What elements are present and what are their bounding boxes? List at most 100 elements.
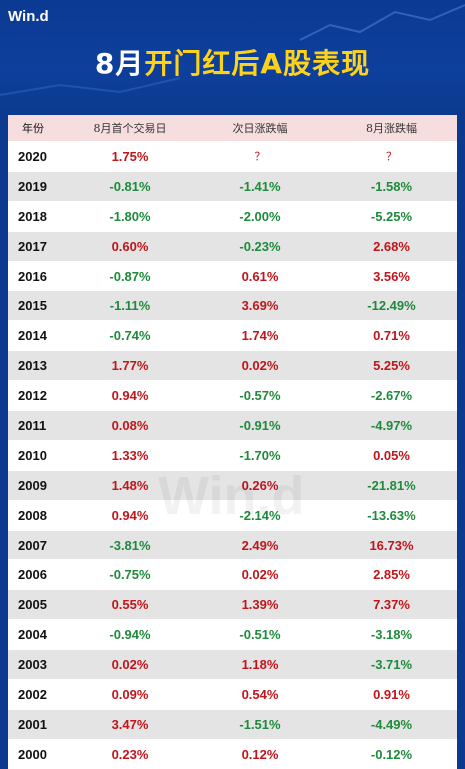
cell-year: 2000 — [18, 746, 47, 762]
cell-next-day: 0.02% — [241, 567, 279, 583]
cell-next-day: -1.51% — [239, 716, 281, 732]
table-row: 2013 1.77% 0.02% 5.25% — [8, 350, 457, 381]
cell-year: 2004 — [18, 627, 47, 643]
cell-august: ？ — [386, 150, 397, 164]
cell-next-day: 1.74% — [241, 328, 279, 344]
cell-first-day: -0.75% — [109, 567, 151, 583]
cell-august: 0.71% — [373, 328, 410, 344]
cell-first-day: 0.02% — [111, 657, 149, 673]
cell-august: -13.63% — [367, 507, 416, 523]
cell-august: -21.81% — [367, 477, 416, 493]
cell-first-day: -0.87% — [109, 268, 151, 284]
cell-next-day: -0.57% — [239, 388, 281, 404]
table-row: 2006 -0.75% 0.02% 2.85% — [8, 559, 457, 590]
cell-first-day: 0.55% — [111, 597, 149, 613]
cell-august: 7.37% — [373, 597, 410, 613]
table-row: 2014 -0.74% 1.74% 0.71% — [8, 320, 457, 351]
cell-august: 16.73% — [369, 537, 414, 553]
cell-next-day: -0.51% — [239, 627, 281, 643]
cell-august: -4.97% — [370, 417, 413, 433]
column-header-next-day: 次日涨跌幅 — [232, 122, 288, 135]
cell-next-day: 3.69% — [241, 298, 279, 314]
cell-year: 2011 — [18, 417, 47, 433]
cell-august: -1.58% — [370, 178, 413, 194]
title-prefix: 8月 — [94, 47, 145, 80]
cell-first-day: 0.60% — [111, 238, 149, 254]
cell-next-day: -0.23% — [239, 238, 281, 254]
column-header-first-day: 8月首个交易日 — [93, 122, 167, 135]
cell-august: 2.85% — [373, 567, 410, 583]
cell-first-day: 0.94% — [111, 507, 149, 523]
cell-year: 2019 — [18, 178, 47, 194]
table-row: 2007 -3.81% 2.49% 16.73% — [8, 529, 457, 560]
cell-august: 3.56% — [373, 268, 410, 284]
cell-year: 2014 — [18, 328, 47, 344]
cell-next-day: ？ — [254, 150, 266, 164]
table-row: 2017 0.60% -0.23% 2.68% — [8, 230, 457, 261]
cell-first-day: -0.94% — [109, 627, 151, 643]
cell-year: 2018 — [18, 208, 47, 224]
table-row: 2012 0.94% -0.57% -2.67% — [8, 380, 457, 411]
cell-year: 2002 — [18, 686, 47, 702]
table-row: 2010 1.33% -1.70% 0.05% — [8, 439, 457, 470]
cell-year: 2017 — [18, 238, 47, 254]
table-row: 2003 0.02% 1.18% -3.71% — [8, 649, 457, 680]
table-row: 2000 0.23% 0.12% -0.12% — [8, 738, 457, 769]
cell-first-day: 1.48% — [111, 477, 149, 493]
cell-next-day: 0.61% — [241, 268, 279, 284]
table-row: 2016 -0.87% 0.61% 3.56% — [8, 260, 457, 291]
cell-year: 2008 — [18, 507, 47, 523]
table-row: 2020 1.75% ？ ？ — [8, 141, 457, 171]
cell-first-day: 1.33% — [111, 447, 149, 463]
header-background — [0, 0, 465, 115]
cell-next-day: 0.54% — [241, 686, 279, 702]
cell-august: -4.49% — [370, 716, 413, 732]
cell-august: 0.05% — [373, 447, 410, 463]
cell-first-day: 3.47% — [111, 716, 149, 732]
cell-august: -12.49% — [367, 298, 416, 314]
decorative-lines-graphic — [0, 4, 465, 96]
cell-year: 2005 — [18, 597, 47, 613]
cell-first-day: 0.09% — [111, 686, 149, 702]
cell-first-day: 1.75% — [111, 148, 149, 164]
cell-next-day: 0.02% — [241, 358, 279, 374]
cell-first-day: 1.77% — [111, 358, 149, 374]
cell-next-day: -2.00% — [239, 208, 281, 224]
cell-year: 2015 — [18, 298, 47, 314]
column-header-august: 8月涨跌幅 — [366, 122, 417, 135]
column-header-year: 年份 — [22, 122, 44, 135]
cell-august: -3.18% — [370, 627, 413, 643]
cell-year: 2012 — [18, 388, 47, 404]
cell-first-day: 0.08% — [111, 417, 149, 433]
table-row: 2004 -0.94% -0.51% -3.18% — [8, 619, 457, 650]
cell-year: 2013 — [18, 358, 47, 374]
title-highlight: 开门红后A股表现 — [144, 47, 371, 80]
cell-august: -3.71% — [370, 657, 413, 673]
table-row: 2019 -0.81% -1.41% -1.58% — [8, 170, 457, 201]
cell-next-day: -0.91% — [239, 417, 281, 433]
cell-next-day: 0.12% — [241, 746, 279, 762]
cell-august: 5.25% — [373, 358, 410, 374]
cell-august: -5.25% — [370, 208, 413, 224]
cell-next-day: 0.26% — [241, 477, 279, 493]
cell-first-day: -1.80% — [109, 208, 151, 224]
cell-next-day: 1.39% — [241, 597, 279, 613]
cell-next-day: -2.14% — [239, 507, 281, 523]
cell-first-day: -0.81% — [109, 178, 151, 194]
cell-year: 2006 — [18, 567, 47, 583]
cell-first-day: -0.74% — [109, 328, 151, 344]
cell-year: 2003 — [18, 657, 47, 673]
cell-first-day: -1.11% — [109, 298, 151, 314]
cell-year: 2001 — [18, 716, 47, 732]
cell-year: 2009 — [18, 477, 47, 493]
data-table: 年份 8月首个交易日 次日涨跌幅 8月涨跌幅 2020 1.75% ？ ？ 2019 -0… — [8, 115, 457, 769]
cell-first-day: -3.81% — [109, 537, 151, 553]
page-title: 8月开门红后A股表现 — [0, 42, 465, 82]
brand-logo: Win.d — [8, 8, 49, 25]
table-header: 年份 8月首个交易日 次日涨跌幅 8月涨跌幅 — [8, 115, 457, 141]
cell-august: 2.68% — [373, 238, 410, 254]
cell-first-day: 0.94% — [111, 388, 149, 404]
table-row: 2011 0.08% -0.91% -4.97% — [8, 410, 457, 440]
table-row: 2005 0.55% 1.39% 7.37% — [8, 589, 457, 620]
cell-year: 2010 — [18, 447, 47, 463]
